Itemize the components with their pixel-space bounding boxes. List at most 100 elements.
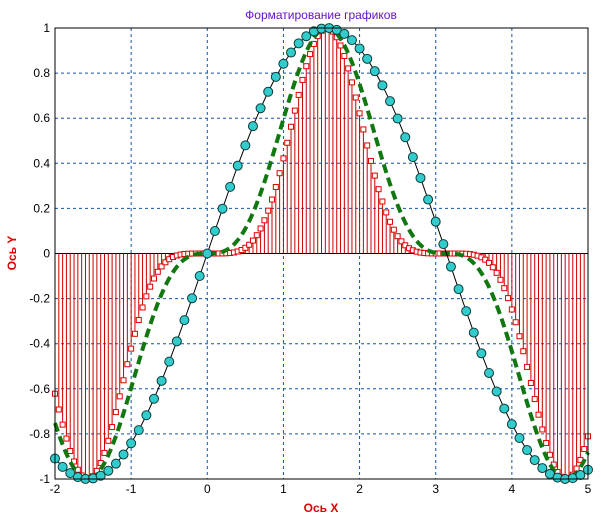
x-tick-label: 3 xyxy=(432,482,439,496)
stem-marker xyxy=(364,142,371,149)
circle-marker xyxy=(575,470,586,481)
stem-marker xyxy=(295,91,302,98)
circle-marker xyxy=(339,28,350,39)
circle-marker xyxy=(103,465,114,476)
y-tick-label: 0.2 xyxy=(33,201,50,215)
circle-marker xyxy=(430,216,441,227)
circle-marker xyxy=(247,121,258,132)
circle-marker xyxy=(354,43,365,54)
circle-marker xyxy=(301,31,312,42)
circle-marker xyxy=(225,181,236,192)
circle-marker xyxy=(392,113,403,124)
stem-marker xyxy=(489,264,496,271)
stem-marker xyxy=(303,63,310,70)
dashed-line xyxy=(53,25,590,482)
stem-marker xyxy=(375,186,382,193)
circle-marker xyxy=(171,336,182,347)
circle-marker xyxy=(522,445,533,456)
circle-marker xyxy=(476,348,487,359)
stem-marker xyxy=(257,225,264,232)
x-tick-label: 0 xyxy=(204,482,211,496)
stem-marker xyxy=(280,155,287,162)
stem-marker xyxy=(501,285,508,292)
stem-marker xyxy=(307,51,314,58)
stem-marker xyxy=(539,426,546,433)
stem-marker xyxy=(543,439,550,446)
stem-marker xyxy=(162,259,169,266)
circle-marker xyxy=(423,194,434,205)
stem-marker xyxy=(535,411,542,418)
stem-marker xyxy=(512,319,519,326)
stem-marker xyxy=(150,275,157,282)
stem-marker xyxy=(345,65,352,72)
circle-marker xyxy=(369,66,380,77)
circle-marker xyxy=(179,315,190,326)
stem-marker xyxy=(505,295,512,302)
series-dashed xyxy=(53,25,590,482)
stem-marker xyxy=(581,446,588,453)
stem-marker xyxy=(63,435,70,442)
circle-marker xyxy=(385,96,396,107)
stem-marker xyxy=(288,123,295,130)
circle-marker xyxy=(209,225,220,236)
circle-marker xyxy=(133,425,144,436)
circle-marker xyxy=(57,461,68,472)
circle-marker xyxy=(278,58,289,69)
stem-marker xyxy=(493,269,500,276)
stem-marker xyxy=(143,293,150,300)
circle-marker xyxy=(377,80,388,91)
stem-marker xyxy=(139,304,146,311)
y-axis-label: Ось Y xyxy=(5,236,19,271)
stem-marker xyxy=(508,306,515,313)
stem-marker xyxy=(299,76,306,83)
stem-marker xyxy=(379,198,386,205)
circle-marker xyxy=(445,261,456,272)
x-tick-label: -2 xyxy=(50,482,61,496)
stem-marker xyxy=(390,226,397,233)
y-tick-label: 0.4 xyxy=(33,156,50,170)
stem-marker xyxy=(356,110,363,117)
stem-marker xyxy=(341,52,348,59)
stem-marker xyxy=(527,379,534,386)
circle-marker xyxy=(362,53,373,64)
stem-marker xyxy=(131,330,138,337)
y-tick-label: -0.2 xyxy=(29,292,50,306)
stem-marker xyxy=(112,409,119,416)
circle-marker xyxy=(270,71,281,82)
circle-marker xyxy=(415,172,426,183)
y-tick-label: -0.6 xyxy=(29,382,50,396)
stem-marker xyxy=(105,437,112,444)
circle-marker xyxy=(346,35,357,46)
x-tick-label: 1 xyxy=(280,482,287,496)
circle-marker xyxy=(537,463,548,474)
circle-marker xyxy=(164,356,175,367)
circle-marker xyxy=(461,306,472,317)
stem-marker xyxy=(360,126,367,133)
stem-marker xyxy=(269,196,276,203)
stem-marker xyxy=(348,79,355,86)
stem-marker xyxy=(276,170,283,177)
stem-marker xyxy=(59,421,66,428)
circle-marker xyxy=(400,132,411,143)
circle-marker xyxy=(529,455,540,466)
stem-marker xyxy=(482,256,489,263)
circle-marker xyxy=(506,419,517,430)
y-tick-labels: -1 -0.8 -0.6 -0.4 -0.2 0 0.2 0.4 0.6 0.8 1 xyxy=(29,21,50,486)
stem-marker xyxy=(265,207,272,214)
stem-marker xyxy=(246,241,253,248)
circle-marker xyxy=(453,284,464,295)
circle-marker xyxy=(194,271,205,282)
stem-marker xyxy=(116,393,123,400)
circle-marker xyxy=(491,386,502,397)
stem-marker xyxy=(520,348,527,355)
stem-marker xyxy=(352,94,359,101)
stem-marker xyxy=(124,361,131,368)
circle-marker xyxy=(499,403,510,414)
circle-marker xyxy=(65,468,76,479)
y-tick-label: 0.8 xyxy=(33,66,50,80)
stem-marker xyxy=(516,333,523,340)
stem-marker xyxy=(67,448,74,455)
stem-marker xyxy=(398,238,405,245)
x-tick-label: 5 xyxy=(585,482,592,496)
